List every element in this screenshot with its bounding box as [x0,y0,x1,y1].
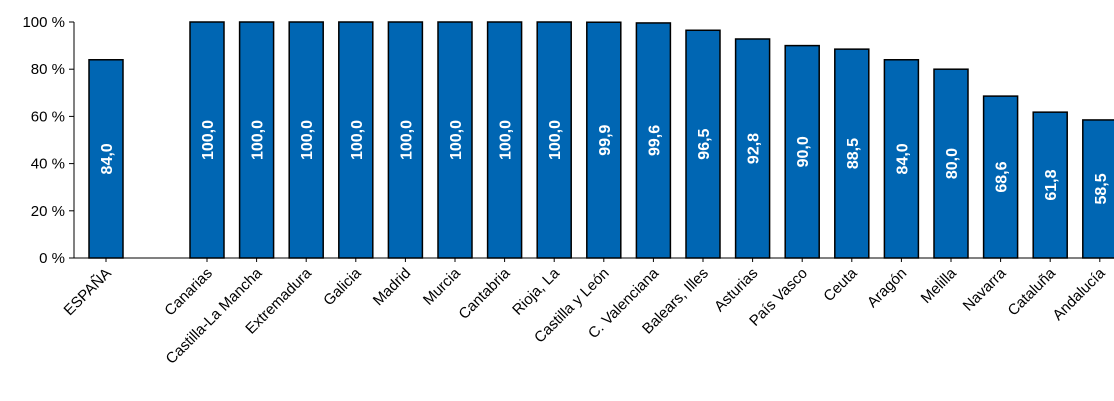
y-tick-label: 20 % [31,203,65,220]
bar [933,68,969,259]
y-tick-label: 0 % [39,250,65,267]
data-label: 88,5 [845,138,862,169]
data-label: 100,0 [498,120,515,160]
bar [536,21,572,259]
data-label: 84,0 [99,143,116,174]
bar [338,21,374,259]
data-label: 100,0 [250,120,267,160]
category-label: Murcia [420,264,464,308]
category-label: ESPAÑA [61,265,115,319]
bar [586,21,622,259]
bar [238,21,275,259]
data-label: 100,0 [200,120,217,160]
bar [685,29,721,259]
data-label: 100,0 [349,120,366,160]
data-label: 61,8 [1043,169,1060,200]
category-label: Navarra [960,264,1010,314]
y-tick-label: 60 % [31,108,65,125]
data-label: 100,0 [547,120,564,160]
bar [486,21,523,259]
bar [784,44,820,259]
category-label: Asturias [711,265,761,315]
data-label: 99,6 [646,125,663,156]
category-label: Andalucía [1049,264,1109,324]
bar [834,48,870,259]
category-label: Ceuta [820,264,861,305]
data-label: 58,5 [1093,173,1110,204]
data-label: 84,0 [894,143,911,174]
bar [883,59,920,259]
bar [88,59,124,259]
bar [288,21,324,259]
data-label: 92,8 [746,133,763,164]
category-label: Madrid [370,265,414,309]
data-label: 100,0 [398,120,415,160]
data-label: 99,9 [597,124,614,155]
y-tick-label: 80 % [31,61,65,78]
data-label: 100,0 [448,120,465,160]
y-tick-label: 40 % [31,156,65,173]
category-label: Castilla-La Mancha [163,264,266,367]
y-tick-label: 100 % [22,14,65,31]
bar [734,38,771,259]
bar [982,95,1019,259]
data-label: 68,6 [994,161,1011,192]
data-label: 96,5 [696,128,713,159]
data-label: 100,0 [299,120,316,160]
bar [437,21,473,259]
bar [635,22,672,259]
data-label: 80,0 [944,148,961,179]
category-label: Galicia [320,264,365,309]
category-label: Aragón [864,265,910,311]
category-label: Melilla [918,264,961,307]
category-label: Cantabria [455,264,513,322]
data-label: 90,0 [795,136,812,167]
